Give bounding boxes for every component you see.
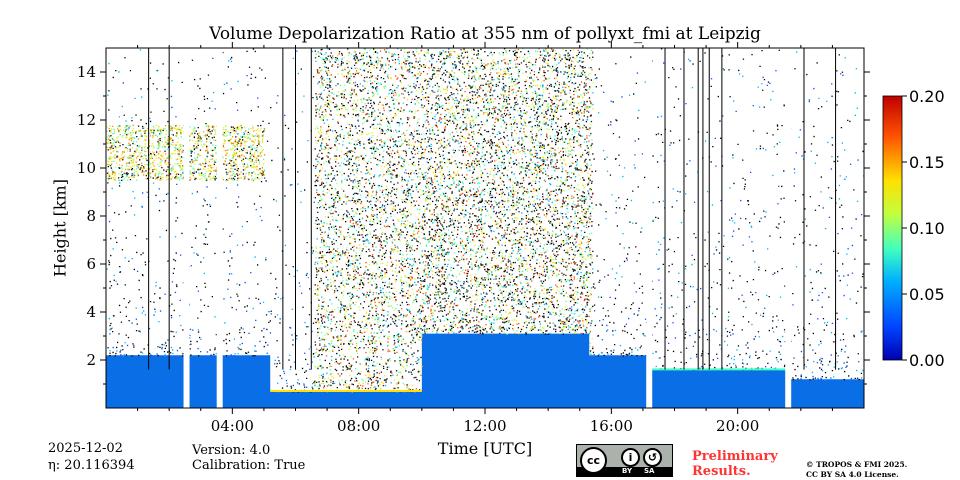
y-tick-label: 4 bbox=[86, 303, 96, 321]
sa-label: SA bbox=[644, 467, 655, 475]
by-label: BY bbox=[622, 467, 633, 475]
missing-data-gap bbox=[216, 48, 223, 408]
colorbar-tick-label: 0.15 bbox=[909, 153, 945, 172]
colorbar-tick-label: 0.10 bbox=[909, 219, 945, 238]
low-cloud-layer bbox=[270, 390, 422, 392]
missing-data-gap bbox=[183, 48, 190, 408]
x-tick-label: 04:00 bbox=[211, 417, 254, 435]
y-tick-label: 2 bbox=[86, 351, 96, 369]
y-tick-label: 6 bbox=[86, 255, 96, 273]
missing-data-gap bbox=[646, 48, 653, 408]
colorbar-ticks: 0.00 0.05 0.10 0.15 0.20 bbox=[902, 87, 945, 370]
x-axis-label: Time [UTC] bbox=[437, 439, 533, 458]
x-tick-label: 12:00 bbox=[463, 417, 506, 435]
axes: 04:00 08:00 12:00 16:00 20:00 2 4 6 8 10 12 14 bbox=[77, 42, 870, 435]
x-tick-label: 16:00 bbox=[590, 417, 633, 435]
sa-sharealike-icon: ↺ bbox=[643, 448, 662, 467]
colorbar-tick-label: 0.00 bbox=[909, 351, 945, 370]
version-text: Version: 4.0 bbox=[192, 443, 271, 458]
y-axis-label: Height [km] bbox=[50, 179, 70, 277]
chart-title: Volume Depolarization Ratio at 355 nm of… bbox=[209, 24, 761, 44]
eta-value: η: 20.116394 bbox=[48, 458, 135, 473]
signal-noise bbox=[106, 48, 864, 393]
badge-bar bbox=[577, 467, 672, 476]
copyright-line2: CC BY SA 4.0 License. bbox=[806, 470, 899, 479]
colorbar-tick-label: 0.05 bbox=[909, 285, 945, 304]
preliminary-note: Preliminary Results. bbox=[692, 449, 778, 479]
residual-layer bbox=[649, 368, 789, 371]
cc-license-badge: cc i ↺ BY SA bbox=[576, 444, 673, 477]
preliminary-line2: Results. bbox=[692, 464, 751, 479]
copyright-line1: © TROPOS & FMI 2025. bbox=[806, 460, 908, 469]
measurement-date: 2025-12-02 bbox=[48, 441, 123, 456]
calibration-text: Calibration: True bbox=[192, 458, 306, 473]
missing-data-gap bbox=[785, 48, 792, 408]
copyright-note: © TROPOS & FMI 2025. CC BY SA 4.0 Licens… bbox=[806, 460, 907, 480]
y-tick-label: 12 bbox=[77, 111, 96, 129]
heatmap-area bbox=[106, 48, 864, 408]
y-tick-label: 8 bbox=[86, 207, 96, 225]
x-tick-label: 08:00 bbox=[337, 417, 380, 435]
by-attribution-icon: i bbox=[621, 448, 640, 467]
noise-pixels bbox=[106, 48, 864, 393]
noise-pixels bbox=[106, 48, 594, 393]
colorbar-tick-label: 0.20 bbox=[909, 87, 945, 106]
x-tick-label: 20:00 bbox=[716, 417, 759, 435]
colorbar bbox=[882, 95, 903, 361]
preliminary-line1: Preliminary bbox=[692, 449, 778, 464]
y-tick-label: 14 bbox=[77, 63, 96, 81]
y-tick-label: 10 bbox=[77, 159, 96, 177]
cc-icon: cc bbox=[580, 447, 607, 474]
boundary-layer-signal bbox=[106, 333, 864, 408]
